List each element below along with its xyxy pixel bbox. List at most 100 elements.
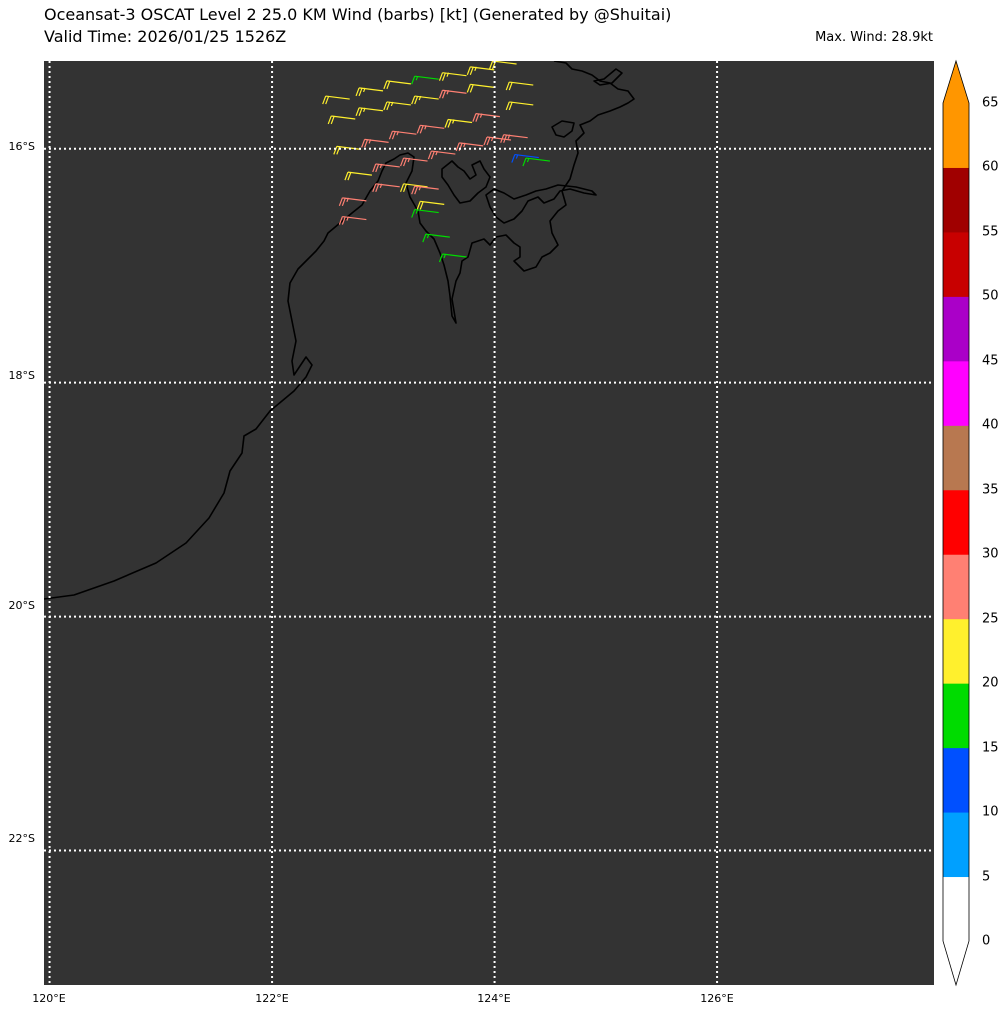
wind-barb: [427, 150, 456, 160]
barb-half-flag: [390, 101, 394, 107]
barb-full-flag: [391, 130, 396, 140]
map-canvas: [44, 61, 934, 985]
colorbar-segment: [943, 554, 969, 620]
barb-shaft: [342, 215, 367, 221]
barb-half-flag: [446, 72, 450, 77]
colorbar-tick-label: 5: [982, 869, 991, 885]
barb-full-flag: [341, 216, 346, 225]
wind-barb: [361, 138, 389, 148]
barb-full-flag: [466, 66, 471, 76]
colorbar-segment: [943, 296, 969, 362]
barb-half-flag: [452, 119, 455, 124]
barb-shaft: [414, 208, 439, 214]
colorbar-segment: [943, 425, 969, 491]
barb-shaft: [375, 163, 400, 168]
barb-shaft: [425, 233, 450, 238]
barb-half-flag: [379, 183, 383, 189]
lat-label-22s: 22°S: [8, 832, 35, 845]
barb-full-flag: [375, 163, 380, 173]
wind-barb: [355, 87, 384, 97]
barb-full-flag: [447, 119, 452, 128]
gridlines: [44, 61, 934, 985]
barb-half-flag: [463, 142, 466, 148]
wind-barb: [355, 107, 384, 116]
colorbar-tick-label: 30: [982, 546, 999, 562]
barb-full-flag: [336, 146, 341, 155]
max-wind-label: Max. Wind: 28.9kt: [815, 30, 933, 45]
colorbar-segment: [943, 747, 969, 813]
lon-label-124e: 124°E: [477, 992, 511, 1005]
barb-shaft: [386, 80, 411, 85]
barb-half-flag: [443, 253, 447, 259]
colorbar-tick-label: 60: [982, 159, 999, 175]
barb-half-flag: [368, 139, 372, 144]
barb-shaft: [470, 66, 495, 71]
barb-full-flag: [469, 84, 474, 93]
barb-full-flag: [364, 139, 369, 148]
lat-label-16s: 16°S: [8, 140, 35, 153]
barb-shaft: [403, 183, 428, 188]
barb-shaft: [470, 83, 495, 88]
barb-full-flag: [372, 163, 377, 173]
barb-half-flag: [424, 125, 427, 130]
barb-full-flag: [338, 197, 343, 207]
barb-shaft: [414, 95, 439, 100]
barb-shaft: [347, 171, 373, 176]
barb-full-flag: [327, 115, 332, 125]
barb-full-flag: [430, 150, 435, 160]
barb-full-flag: [483, 136, 488, 146]
wind-barb: [466, 66, 495, 76]
colorbar-segment: [943, 167, 969, 233]
barb-full-flag: [322, 95, 327, 105]
title-line-1: Oceansat-3 OSCAT Level 2 25.0 KM Wind (b…: [44, 5, 672, 24]
barb-full-flag: [419, 125, 424, 134]
barb-half-flag: [474, 66, 477, 72]
barb-shaft: [442, 89, 467, 94]
barb-full-flag: [411, 209, 416, 218]
barb-shaft: [447, 118, 473, 124]
barb-full-flag: [489, 61, 494, 70]
barb-full-flag: [427, 150, 432, 160]
barb-shaft: [442, 72, 467, 77]
barb-full-flag: [422, 233, 427, 243]
colorbar: [942, 59, 970, 987]
wind-barb: [411, 208, 439, 218]
wind-barb: [383, 101, 411, 111]
barb-shaft: [442, 253, 467, 258]
barb-shaft: [420, 124, 445, 129]
wind-barb: [416, 200, 445, 210]
colorbar-segment: [943, 231, 969, 297]
barb-full-flag: [411, 75, 416, 85]
barb-half-flag: [346, 216, 349, 221]
wind-barb: [400, 157, 428, 167]
wind-barbs: [322, 61, 551, 263]
barb-shaft: [503, 134, 528, 139]
barb-full-flag: [438, 253, 444, 263]
colorbar-tick-label: 40: [982, 417, 999, 433]
colorbar-segment: [943, 683, 969, 749]
colorbar-tick-label: 35: [982, 482, 999, 498]
barb-full-flag: [325, 95, 330, 105]
barb-full-flag: [383, 80, 388, 90]
colorbar-segment: [943, 812, 969, 878]
wind-barb: [444, 118, 473, 128]
colorbar-segment: [943, 618, 969, 684]
barb-full-flag: [419, 201, 424, 210]
map-panel: [44, 61, 934, 985]
wind-barb: [438, 72, 467, 81]
barb-full-flag: [400, 157, 405, 167]
wind-barb: [388, 130, 417, 140]
barb-full-flag: [347, 171, 352, 181]
barb-full-flag: [455, 142, 460, 152]
colorbar-tick-label: 0: [982, 933, 991, 949]
wind-barb: [327, 115, 356, 125]
barb-shaft: [325, 95, 350, 100]
wind-barb: [466, 83, 495, 93]
barb-shaft: [420, 200, 445, 205]
wind-barb: [322, 95, 350, 105]
colorbar-outline: [942, 59, 970, 987]
barb-half-flag: [363, 107, 366, 112]
barb-full-flag: [508, 101, 513, 111]
barb-full-flag: [469, 66, 474, 76]
barb-full-flag: [472, 113, 477, 122]
